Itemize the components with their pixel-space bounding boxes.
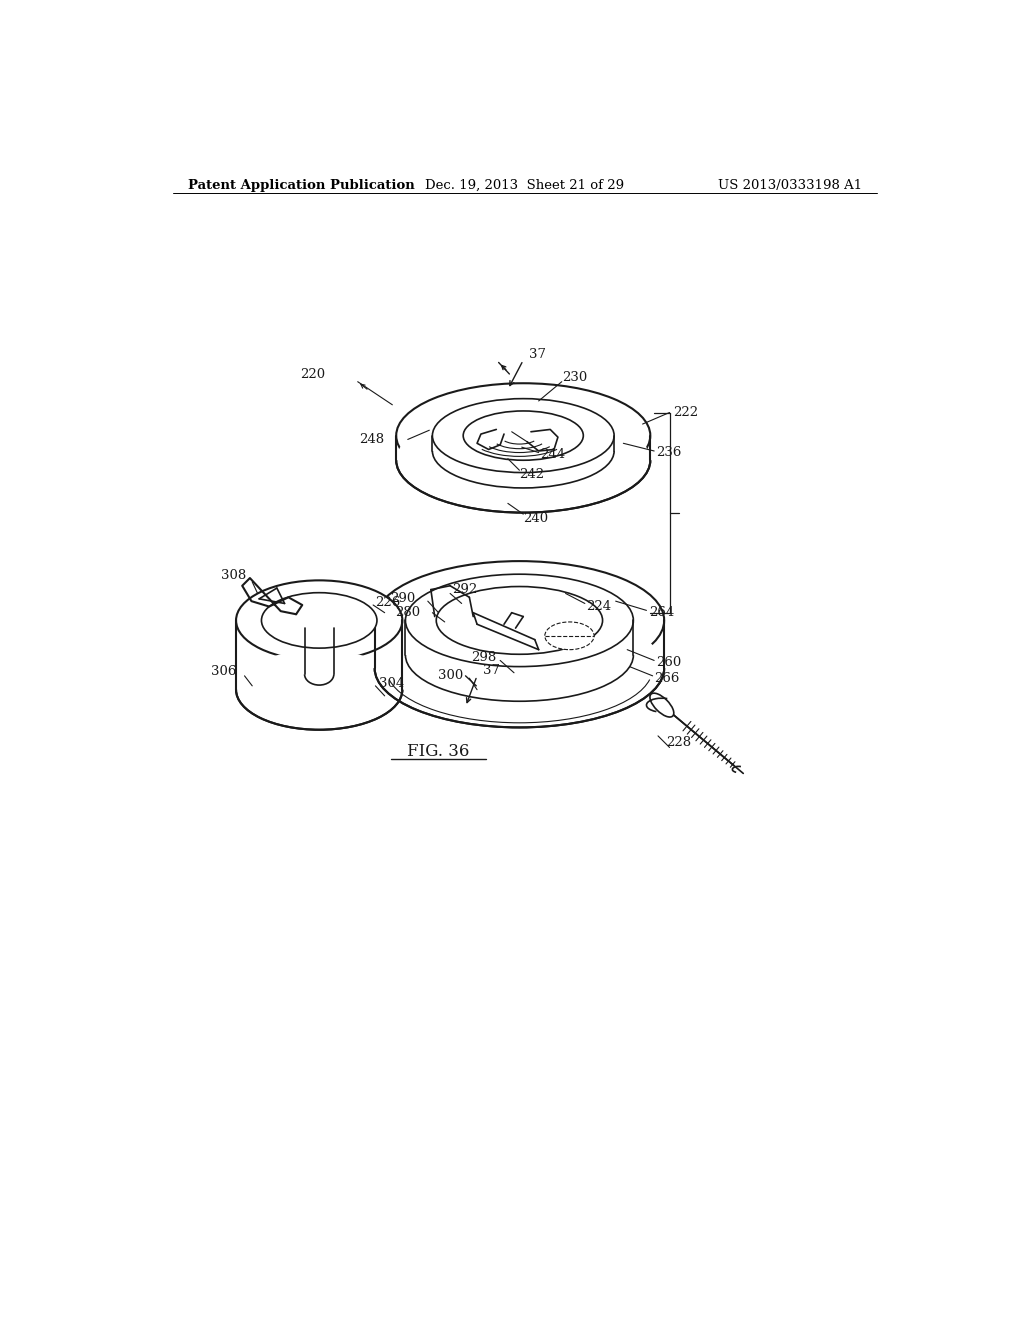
- Text: FIG. 36: FIG. 36: [408, 743, 470, 760]
- Ellipse shape: [237, 649, 402, 730]
- Text: 37: 37: [483, 664, 500, 677]
- Ellipse shape: [375, 609, 665, 727]
- Text: 242: 242: [519, 467, 545, 480]
- Ellipse shape: [396, 408, 650, 512]
- Text: 244: 244: [541, 449, 565, 462]
- Ellipse shape: [261, 593, 377, 648]
- Text: 230: 230: [562, 371, 587, 384]
- Text: 264: 264: [649, 606, 674, 619]
- Ellipse shape: [375, 561, 665, 680]
- Ellipse shape: [463, 411, 584, 461]
- Text: 292: 292: [453, 583, 477, 597]
- Text: 266: 266: [654, 672, 680, 685]
- Text: 304: 304: [379, 677, 403, 690]
- Text: 224: 224: [587, 601, 611, 612]
- Ellipse shape: [436, 586, 602, 655]
- Text: 280: 280: [395, 606, 420, 619]
- Text: 226: 226: [376, 597, 400, 610]
- Ellipse shape: [406, 574, 634, 667]
- Text: US 2013/0333198 A1: US 2013/0333198 A1: [718, 178, 862, 191]
- Text: 300: 300: [438, 669, 463, 682]
- Ellipse shape: [396, 383, 650, 488]
- Text: 228: 228: [666, 735, 691, 748]
- Text: 220: 220: [300, 367, 325, 380]
- Text: 290: 290: [390, 593, 416, 606]
- Text: 248: 248: [359, 433, 385, 446]
- Text: Dec. 19, 2013  Sheet 21 of 29: Dec. 19, 2013 Sheet 21 of 29: [425, 178, 625, 191]
- Ellipse shape: [237, 581, 402, 660]
- Ellipse shape: [432, 399, 614, 473]
- Text: 308: 308: [221, 569, 246, 582]
- Text: 37: 37: [528, 348, 546, 362]
- Ellipse shape: [545, 622, 594, 649]
- Text: 236: 236: [656, 446, 682, 459]
- Text: Patent Application Publication: Patent Application Publication: [188, 178, 415, 191]
- Text: 298: 298: [471, 651, 497, 664]
- Text: 260: 260: [656, 656, 682, 669]
- Text: 222: 222: [673, 407, 697, 418]
- Text: 306: 306: [211, 665, 237, 678]
- Ellipse shape: [650, 693, 674, 717]
- Text: 240: 240: [523, 512, 549, 525]
